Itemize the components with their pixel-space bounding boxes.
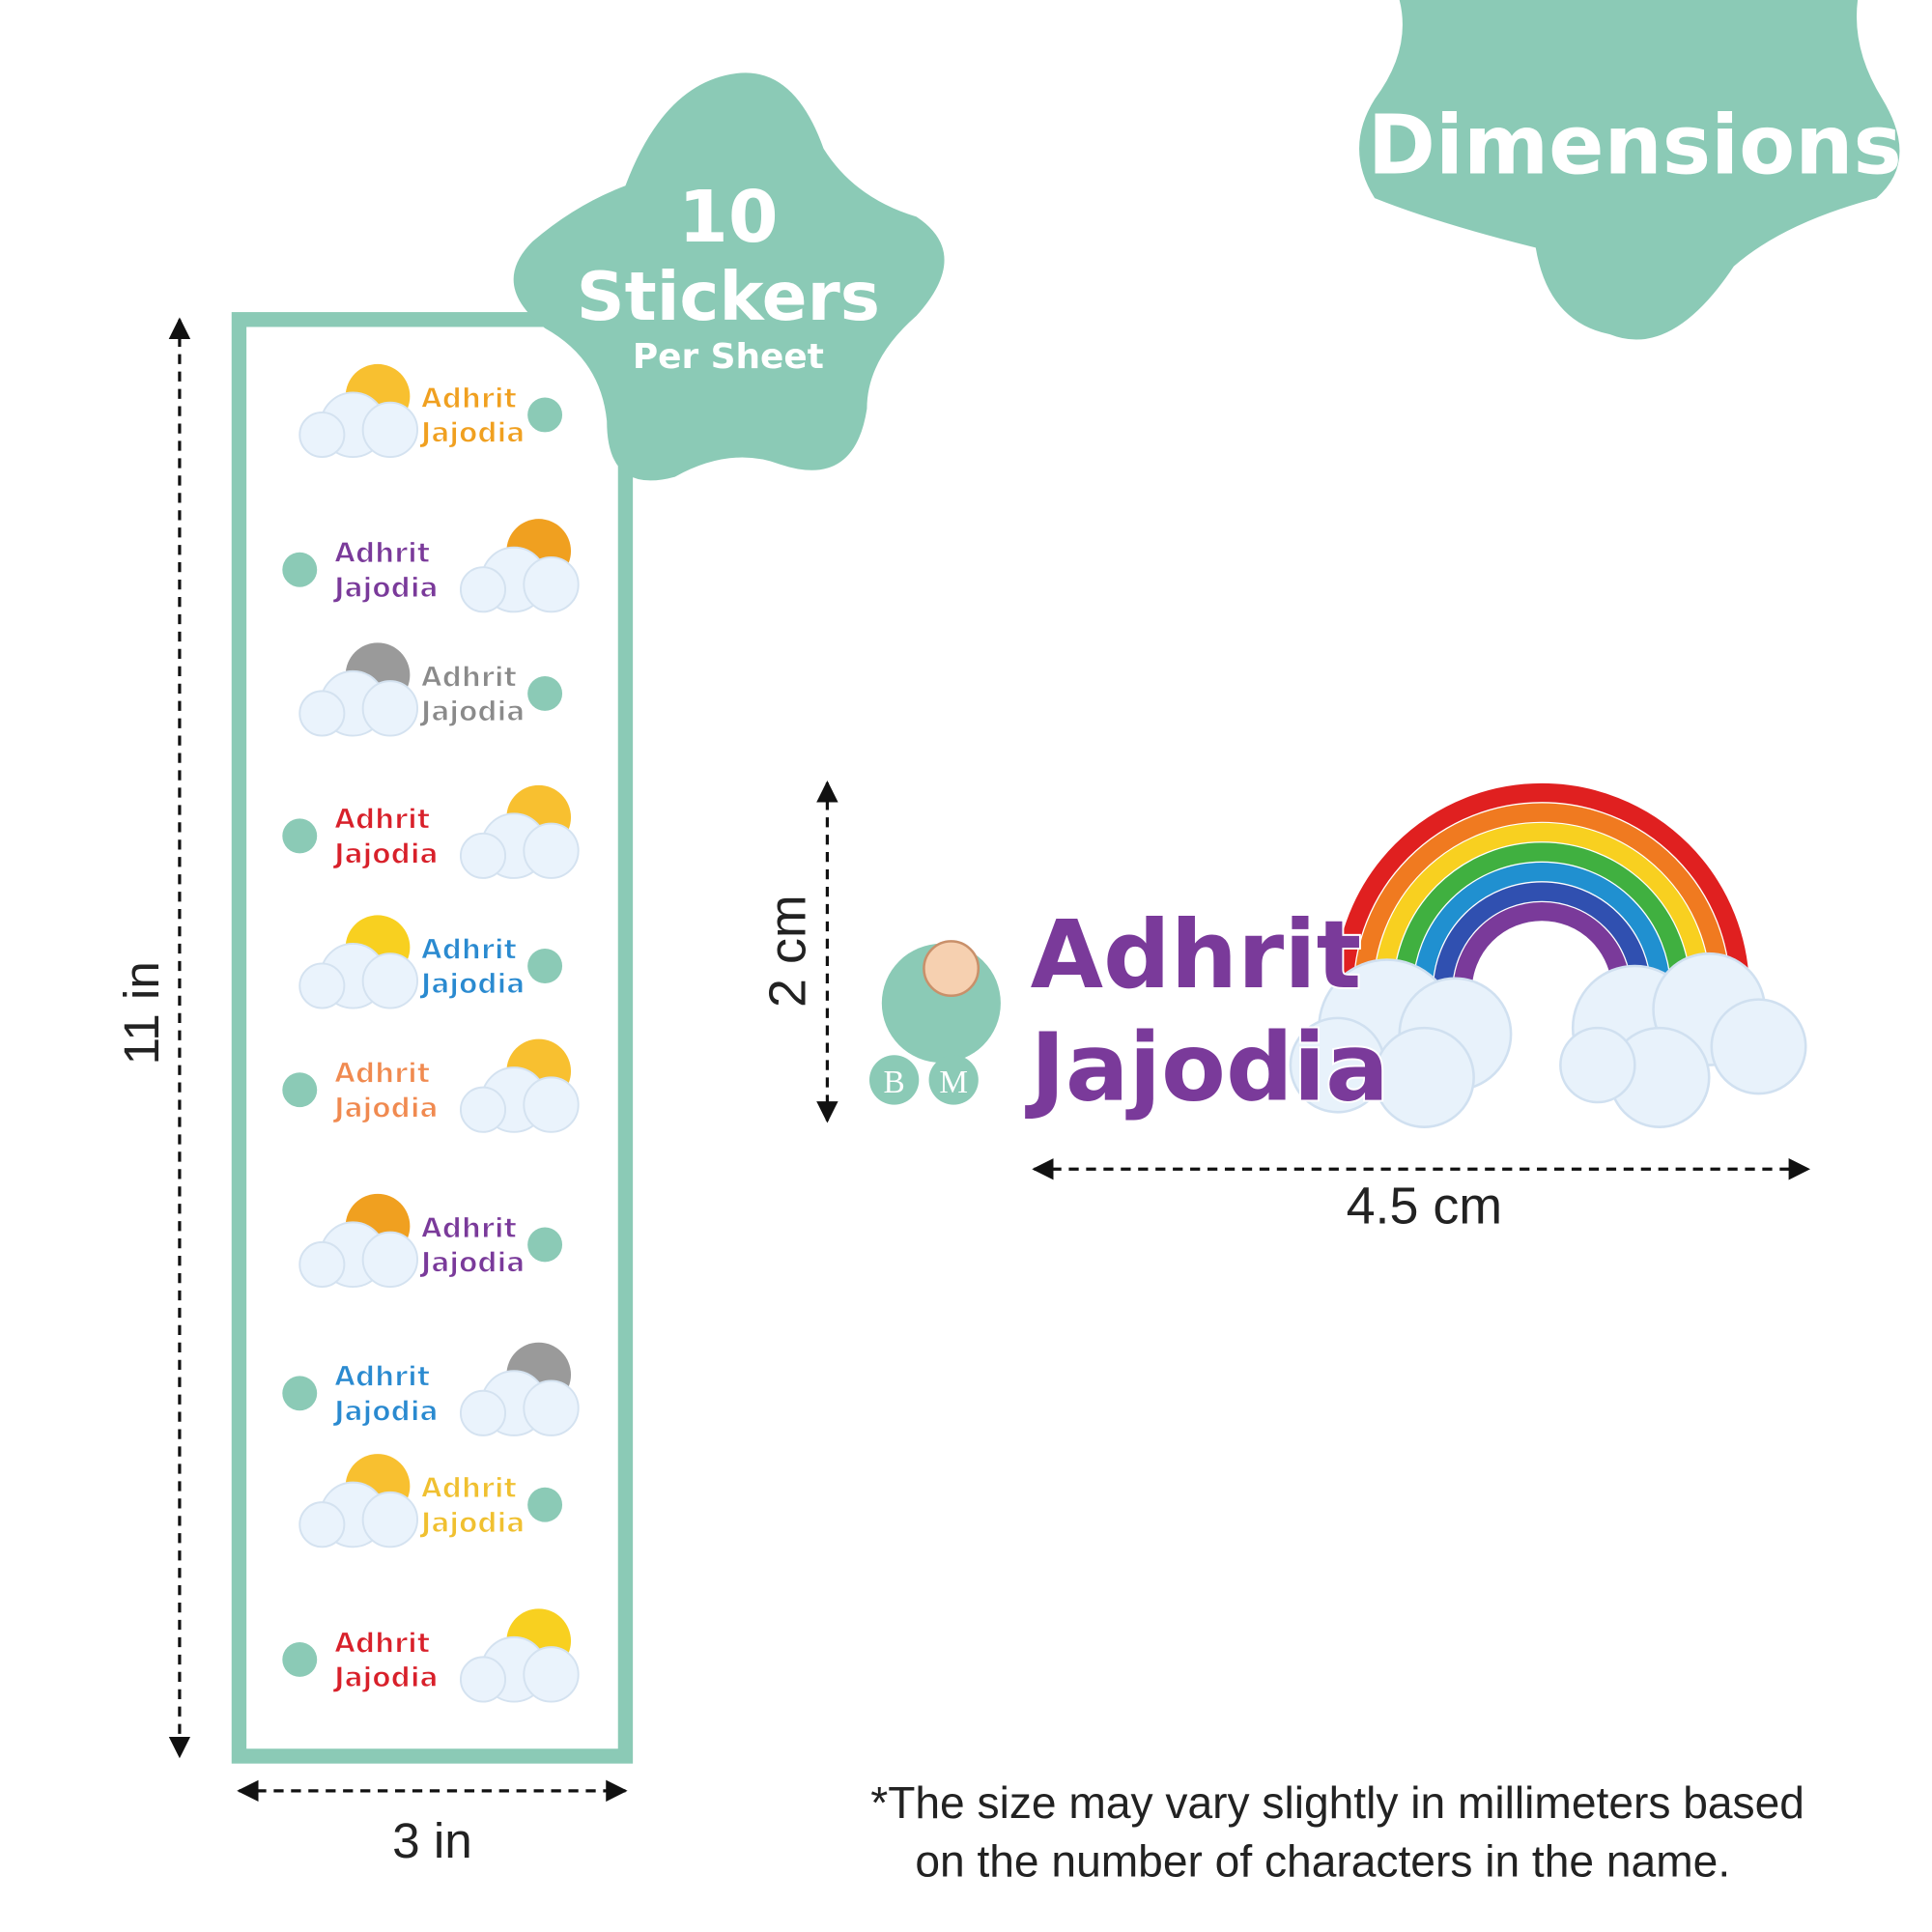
- sticker-logo: [282, 1376, 318, 1411]
- sample-width: 4.5 cm: [1347, 1178, 1503, 1236]
- sticker-logo: [282, 818, 318, 854]
- rainbow-band: [1393, 842, 1690, 1001]
- sticker-cloud: [459, 1656, 507, 1703]
- sticker-logo: [527, 1487, 563, 1522]
- sticker-last: Jajodia: [332, 1092, 438, 1123]
- sticker-sheet: [231, 312, 634, 1764]
- sample-sticker: B M Adhrit Jajodia: [869, 782, 1807, 1128]
- sample-height: 2 cm: [758, 895, 816, 1008]
- sticker-cloud: [361, 952, 419, 1009]
- rainbow-band: [1334, 782, 1749, 1001]
- sheet-sub: Per Sheet: [633, 337, 824, 377]
- sticker-last: Jajodia: [332, 1662, 438, 1693]
- badge-star: [1359, 0, 1900, 340]
- sticker-cloud: [298, 962, 346, 1009]
- sticker-last: Jajodia: [419, 968, 525, 1000]
- sticker-cloud: [361, 1491, 419, 1548]
- sticker-first: Adhrit: [334, 804, 430, 836]
- sticker-last: Jajodia: [332, 572, 438, 604]
- logo-face: [923, 940, 980, 998]
- sticker-cloud: [523, 1076, 580, 1133]
- sticker-logo: [527, 676, 563, 711]
- sticker-list: AdhritJajodiaAdhritJajodiaAdhritJajodiaA…: [282, 363, 580, 1703]
- sticker-cloud: [361, 1231, 419, 1289]
- sticker-first: Adhrit: [334, 1361, 430, 1393]
- rainbow-band: [1374, 823, 1710, 1001]
- sticker-cloud: [523, 555, 580, 613]
- sheet-badge-star: [513, 72, 945, 481]
- sticker-cloud: [298, 411, 346, 459]
- sample-last: Jajodia: [1025, 1012, 1389, 1122]
- note-line: on the number of characters in the name.: [915, 1835, 1730, 1886]
- sticker-cloud: [298, 690, 346, 737]
- sticker-first: Adhrit: [421, 1472, 517, 1504]
- note-line: *The size may vary slightly in millimete…: [870, 1777, 1804, 1828]
- rainbow-band: [1353, 803, 1730, 1001]
- sticker-cloud: [459, 566, 507, 613]
- sheet-label: Stickers: [577, 259, 880, 336]
- sticker-first: Adhrit: [421, 1212, 517, 1244]
- rainbow-band: [1413, 862, 1670, 1001]
- clouds: [1289, 952, 1807, 1128]
- sticker-last: Jajodia: [332, 1396, 438, 1428]
- sticker-cloud: [298, 1240, 346, 1289]
- logo-m-text: M: [939, 1065, 968, 1100]
- sticker-first: Adhrit: [421, 933, 517, 965]
- sticker-last: Jajodia: [419, 417, 525, 449]
- sticker-cloud: [459, 832, 507, 879]
- sticker-cloud: [523, 822, 580, 879]
- sticker-logo: [527, 397, 563, 433]
- sticker-first: Adhrit: [334, 1627, 430, 1659]
- sticker-cloud: [298, 1501, 346, 1548]
- sample-first: Adhrit: [1031, 900, 1362, 1009]
- badge-title: Dimensions: [1368, 97, 1902, 192]
- sticker-last: Jajodia: [419, 1507, 525, 1539]
- sticker-first: Adhrit: [334, 537, 430, 569]
- sticker-cloud: [523, 1646, 580, 1703]
- sticker-logo: [282, 552, 318, 587]
- sticker-logo: [282, 1072, 318, 1108]
- sticker-last: Jajodia: [332, 838, 438, 870]
- logo-b-text: B: [884, 1065, 905, 1100]
- logo-m: [928, 1055, 979, 1105]
- rainbow-band: [1453, 902, 1631, 1001]
- sheet-width: 3 in: [392, 1813, 472, 1868]
- sticker-first: Adhrit: [334, 1058, 430, 1090]
- sheet-count: 10: [678, 175, 778, 259]
- sticker-cloud: [523, 1379, 580, 1436]
- sticker-first: Adhrit: [421, 383, 517, 414]
- sticker-last: Jajodia: [419, 1247, 525, 1279]
- sticker-logo: [527, 1227, 563, 1263]
- logo-b: [869, 1055, 920, 1105]
- sticker-logo: [527, 949, 563, 983]
- sticker-first: Adhrit: [421, 661, 517, 693]
- sticker-cloud: [459, 1389, 507, 1436]
- sheet-height: 11 in: [114, 961, 169, 1065]
- sticker-cloud: [459, 1086, 507, 1133]
- rainbow: [1334, 782, 1749, 1001]
- sticker-logo: [282, 1642, 318, 1677]
- rainbow-band: [1433, 882, 1651, 1001]
- sticker-last: Jajodia: [419, 696, 525, 727]
- sticker-cloud: [361, 401, 419, 459]
- sticker-cloud: [361, 680, 419, 737]
